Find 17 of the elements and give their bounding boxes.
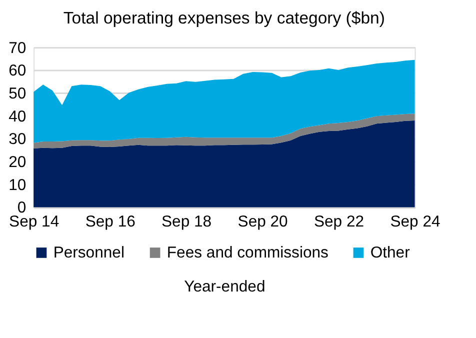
x-tick-label: Sep 22: [314, 214, 364, 231]
y-tick-label: 70: [8, 40, 26, 57]
legend-label: Personnel: [53, 244, 124, 262]
x-tick-label: Sep 18: [161, 214, 212, 231]
x-tick-label: Sep 24: [390, 214, 441, 231]
y-tick-label: 30: [8, 131, 26, 148]
y-tick-label: 20: [8, 154, 26, 172]
y-tick-label: 10: [8, 176, 26, 194]
chart-title: Total operating expenses by category ($bn): [63, 8, 385, 28]
y-tick-label: 50: [8, 85, 26, 102]
y-tick-label: 40: [8, 108, 26, 126]
x-tick-label: Sep 20: [238, 214, 288, 231]
legend-label: Fees and commissions: [166, 244, 329, 262]
y-tick-label: 60: [8, 62, 26, 80]
x-axis-title: Year-ended: [184, 278, 266, 296]
x-tick-label: Sep 16: [85, 214, 136, 231]
legend-label: Other: [370, 244, 410, 262]
